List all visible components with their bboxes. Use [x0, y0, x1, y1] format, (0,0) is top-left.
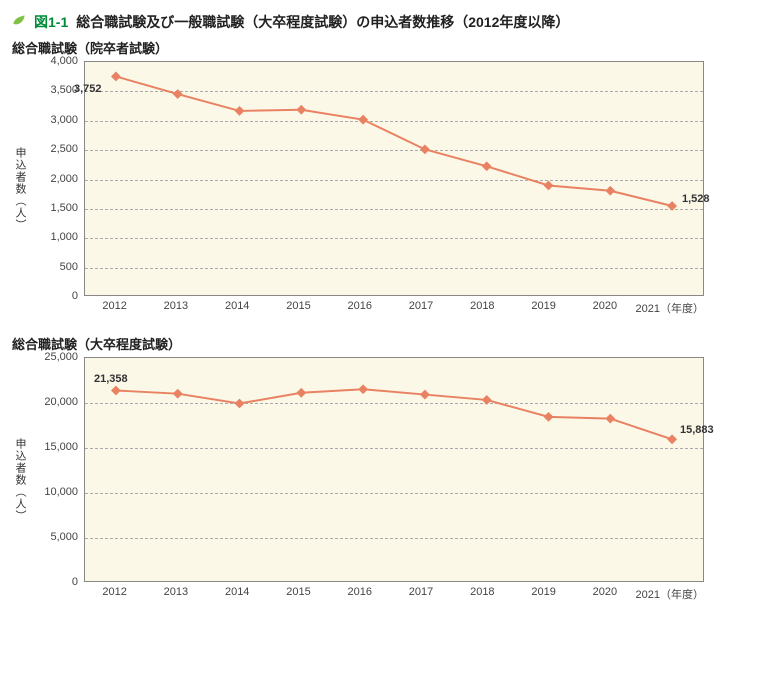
value-callout: 15,883	[680, 424, 714, 436]
x-tick-label: 2013	[145, 582, 206, 602]
x-tick-label: 2012	[84, 582, 145, 602]
x-tick-label: 2014	[207, 296, 268, 316]
data-marker	[667, 201, 677, 211]
y-tick-label: 0	[72, 290, 78, 302]
value-callout: 3,752	[74, 83, 102, 95]
data-marker	[173, 89, 183, 99]
data-marker	[235, 106, 245, 116]
x-tick-label: 2018	[452, 296, 513, 316]
data-marker	[667, 434, 677, 444]
y-tick-label: 1,000	[50, 231, 78, 243]
y-axis-label: 申込者数（人）	[12, 438, 28, 522]
line-chart-svg	[85, 62, 703, 295]
data-line	[116, 389, 672, 439]
y-tick-label: 25,000	[44, 351, 78, 363]
data-marker	[111, 386, 121, 396]
x-tick-label: 2019	[513, 296, 574, 316]
x-tick-label: 2014	[207, 582, 268, 602]
figure-title: 総合職試験及び一般職試験（大卒程度試験）の申込者数推移（2012年度以降）	[76, 12, 569, 32]
line-chart-svg	[85, 358, 703, 581]
data-marker	[358, 384, 368, 394]
y-tick-label: 1,500	[50, 202, 78, 214]
data-marker	[420, 144, 430, 154]
y-axis-label: 申込者数（人）	[12, 147, 28, 231]
x-tick-label: 2015	[268, 296, 329, 316]
data-marker	[544, 412, 554, 422]
chart-subtitle: 総合職試験（大卒程度試験）	[12, 334, 748, 353]
x-axis: 2012201320142015201620172018201920202021…	[84, 296, 704, 316]
y-tick-label: 5,000	[50, 531, 78, 543]
data-marker	[358, 115, 368, 125]
data-marker	[482, 395, 492, 405]
x-tick-label: 2016	[329, 582, 390, 602]
x-tick-label: 2021（年度）	[636, 582, 704, 602]
chart-frame: 申込者数（人）05,00010,00015,00020,00025,00021,…	[12, 357, 748, 602]
x-tick-label: 2019	[513, 582, 574, 602]
x-axis: 2012201320142015201620172018201920202021…	[84, 582, 704, 602]
data-line	[116, 76, 672, 206]
y-tick-label: 15,000	[44, 441, 78, 453]
leaf-icon	[12, 14, 26, 31]
x-tick-label: 2020	[574, 296, 635, 316]
y-tick-label: 2,500	[50, 143, 78, 155]
plot-area: 21,35815,883	[84, 357, 704, 582]
figure-header: 図1-1 総合職試験及び一般職試験（大卒程度試験）の申込者数推移（2012年度以…	[12, 12, 748, 32]
chart-block: 総合職試験（大卒程度試験） 申込者数（人） 0 5,000 10,000 15,000 20…	[12, 334, 748, 602]
chart-frame: 申込者数（人）05001,0001,5002,0002,5003,0003,50…	[12, 61, 748, 316]
x-tick-label: 2013	[145, 296, 206, 316]
x-tick-label: 2012	[84, 296, 145, 316]
x-tick-label: 2016	[329, 296, 390, 316]
plot-area: 3,7521,528	[84, 61, 704, 296]
data-marker	[605, 186, 615, 196]
chart-subtitle: 総合職試験（院卒者試験）	[12, 38, 748, 57]
x-tick-label: 2020	[574, 582, 635, 602]
x-tick-label: 2021（年度）	[636, 296, 704, 316]
x-tick-label: 2018	[452, 582, 513, 602]
data-marker	[235, 399, 245, 409]
y-tick-label: 3,000	[50, 114, 78, 126]
y-tick-label: 500	[60, 261, 78, 273]
y-tick-label: 20,000	[44, 396, 78, 408]
data-marker	[296, 388, 306, 398]
x-tick-label: 2017	[390, 582, 451, 602]
value-callout: 21,358	[94, 373, 128, 385]
y-tick-label: 2,000	[50, 173, 78, 185]
chart-block: 総合職試験（院卒者試験） 申込者数（人） 0 500 1,000 1,500 2,000 2,…	[12, 38, 748, 316]
data-marker	[420, 390, 430, 400]
value-callout: 1,528	[682, 193, 710, 205]
data-marker	[544, 181, 554, 191]
data-marker	[482, 161, 492, 171]
x-tick-label: 2015	[268, 582, 329, 602]
data-marker	[173, 389, 183, 399]
charts-container: 総合職試験（院卒者試験） 申込者数（人） 0 500 1,000 1,500 2,000 2,…	[12, 38, 748, 602]
y-tick-label: 0	[72, 576, 78, 588]
y-tick-label: 4,000	[50, 55, 78, 67]
data-marker	[296, 105, 306, 115]
x-tick-label: 2017	[390, 296, 451, 316]
data-marker	[111, 72, 121, 82]
figure-number: 図1-1	[34, 12, 68, 32]
y-tick-label: 10,000	[44, 486, 78, 498]
data-marker	[605, 414, 615, 424]
